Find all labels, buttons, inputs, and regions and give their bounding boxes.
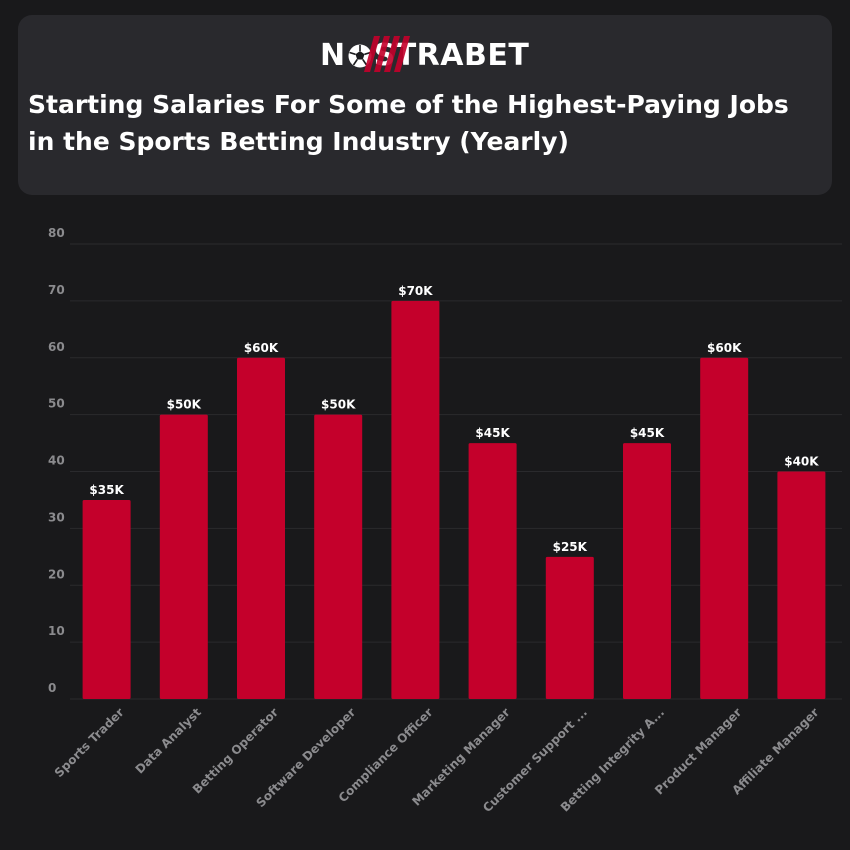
y-tick-label: 0 bbox=[48, 681, 56, 695]
data-labels: $35K $50K $60K $50K $70K $45K $25K $45K $60K $40K bbox=[89, 284, 819, 554]
x-category-label: Product Manager bbox=[652, 705, 744, 797]
bar bbox=[777, 471, 826, 699]
y-tick-label: 20 bbox=[48, 567, 65, 581]
bar-value-label: $70K bbox=[398, 284, 433, 298]
header-card bbox=[18, 15, 832, 195]
bar-value-label: $45K bbox=[475, 426, 510, 440]
bar-value-label: $35K bbox=[89, 483, 124, 497]
logo-text-left: N bbox=[320, 37, 346, 73]
bar-value-label: $40K bbox=[784, 455, 819, 469]
y-tick-label: 30 bbox=[48, 510, 65, 524]
y-tick-label: 80 bbox=[48, 226, 65, 240]
bar-value-label: $60K bbox=[244, 341, 279, 355]
bar bbox=[468, 443, 517, 699]
bar-value-label: $60K bbox=[707, 341, 742, 355]
bar bbox=[237, 357, 285, 699]
x-category-label: Betting Operator bbox=[190, 705, 281, 796]
x-category-label: Affiliate Manager bbox=[729, 705, 821, 797]
x-category-label: Data Analyst bbox=[133, 705, 204, 776]
chart-title: Starting Salaries For Some of the Highes… bbox=[28, 90, 789, 156]
bar bbox=[159, 414, 208, 699]
bars bbox=[82, 300, 826, 699]
y-tick-label: 60 bbox=[48, 340, 65, 354]
bar bbox=[82, 499, 131, 699]
bar-value-label: $45K bbox=[630, 426, 665, 440]
bar bbox=[314, 414, 363, 699]
y-tick-label: 40 bbox=[48, 454, 65, 468]
bar bbox=[700, 357, 749, 699]
bar-value-label: $25K bbox=[553, 540, 588, 554]
y-tick-label: 70 bbox=[48, 283, 65, 297]
x-category-label: Sports Trader bbox=[52, 705, 127, 780]
bar-value-label: $50K bbox=[167, 398, 202, 412]
bar bbox=[391, 300, 440, 699]
bar bbox=[545, 556, 594, 699]
y-axis-ticks: 0 10 20 30 40 50 60 70 80 bbox=[48, 226, 65, 695]
y-tick-label: 50 bbox=[48, 397, 65, 411]
bar-value-label: $50K bbox=[321, 398, 356, 412]
y-tick-label: 10 bbox=[48, 624, 65, 638]
bar bbox=[623, 443, 671, 699]
